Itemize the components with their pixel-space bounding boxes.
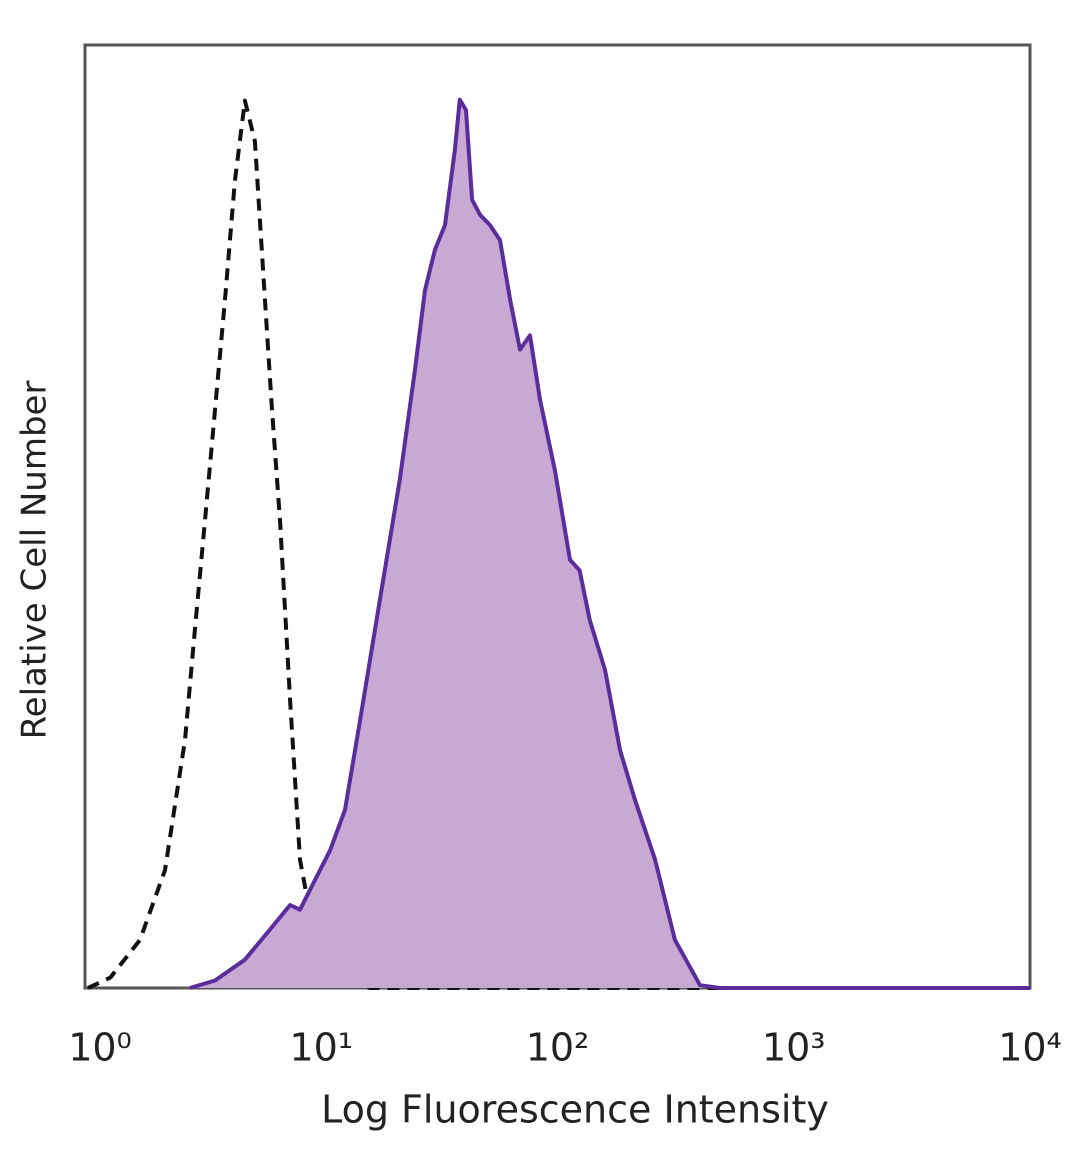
x-tick-label: 10¹ [289, 1026, 353, 1070]
x-axis-label: Log Fluorescence Intensity [321, 1088, 829, 1132]
histogram-line [87, 98, 1030, 990]
y-axis-label: Relative Cell Number [15, 381, 55, 740]
histogram-area [189, 99, 1030, 988]
histogram-line [189, 97, 1030, 990]
x-tick-label: 10³ [762, 1026, 826, 1070]
x-tick-label: 10⁰ [68, 1026, 132, 1070]
x-tick-label: 10⁴ [998, 1026, 1062, 1070]
x-tick-label: 10² [526, 1026, 590, 1070]
